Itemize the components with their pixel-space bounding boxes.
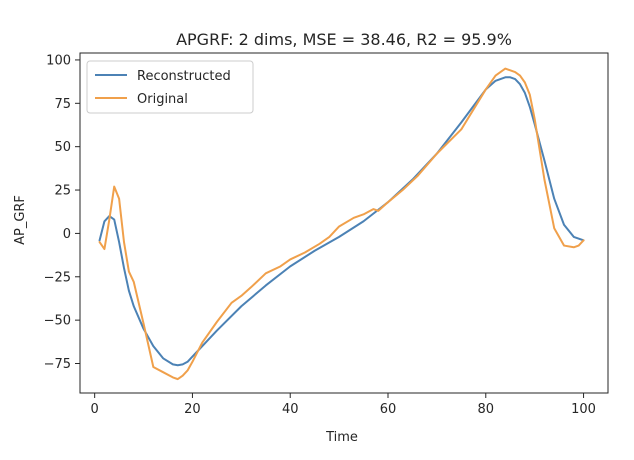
x-axis-label: Time: [325, 430, 358, 445]
x-tick-label-40: 40: [282, 402, 299, 417]
legend: Reconstructed Original: [86, 60, 254, 114]
chart-title: APGRF: 2 dims, MSE = 38.46, R2 = 95.9%: [176, 30, 512, 49]
y-tick-label-0: 0: [63, 227, 71, 242]
y-tick-label-75: 75: [54, 97, 71, 112]
y-axis: −75 −50 −25 0 25 50 75 100: [44, 53, 80, 372]
y-tick-label-100: 100: [46, 53, 71, 68]
x-tick-label-0: 0: [91, 402, 99, 417]
x-tick-label-80: 80: [478, 402, 495, 417]
legend-box: [86, 60, 254, 114]
y-tick-label--50: −50: [44, 314, 71, 329]
x-tick-label-60: 60: [380, 402, 397, 417]
y-tick-label--25: −25: [44, 270, 71, 285]
series-layer: [98, 67, 585, 381]
x-tick-label-100: 100: [571, 402, 596, 417]
x-tick-label-20: 20: [184, 402, 201, 417]
series-line-original: [98, 67, 585, 381]
x-axis: 0 20 40 60 80 100: [91, 393, 596, 417]
y-axis-label: AP_GRF: [13, 195, 28, 245]
y-tick-label--75: −75: [44, 357, 71, 372]
legend-label-original: Original: [137, 92, 188, 107]
series-line-reconstructed: [98, 76, 585, 367]
y-tick-label-25: 25: [54, 184, 71, 199]
y-tick-label-50: 50: [54, 140, 71, 155]
legend-label-reconstructed: Reconstructed: [137, 69, 231, 84]
